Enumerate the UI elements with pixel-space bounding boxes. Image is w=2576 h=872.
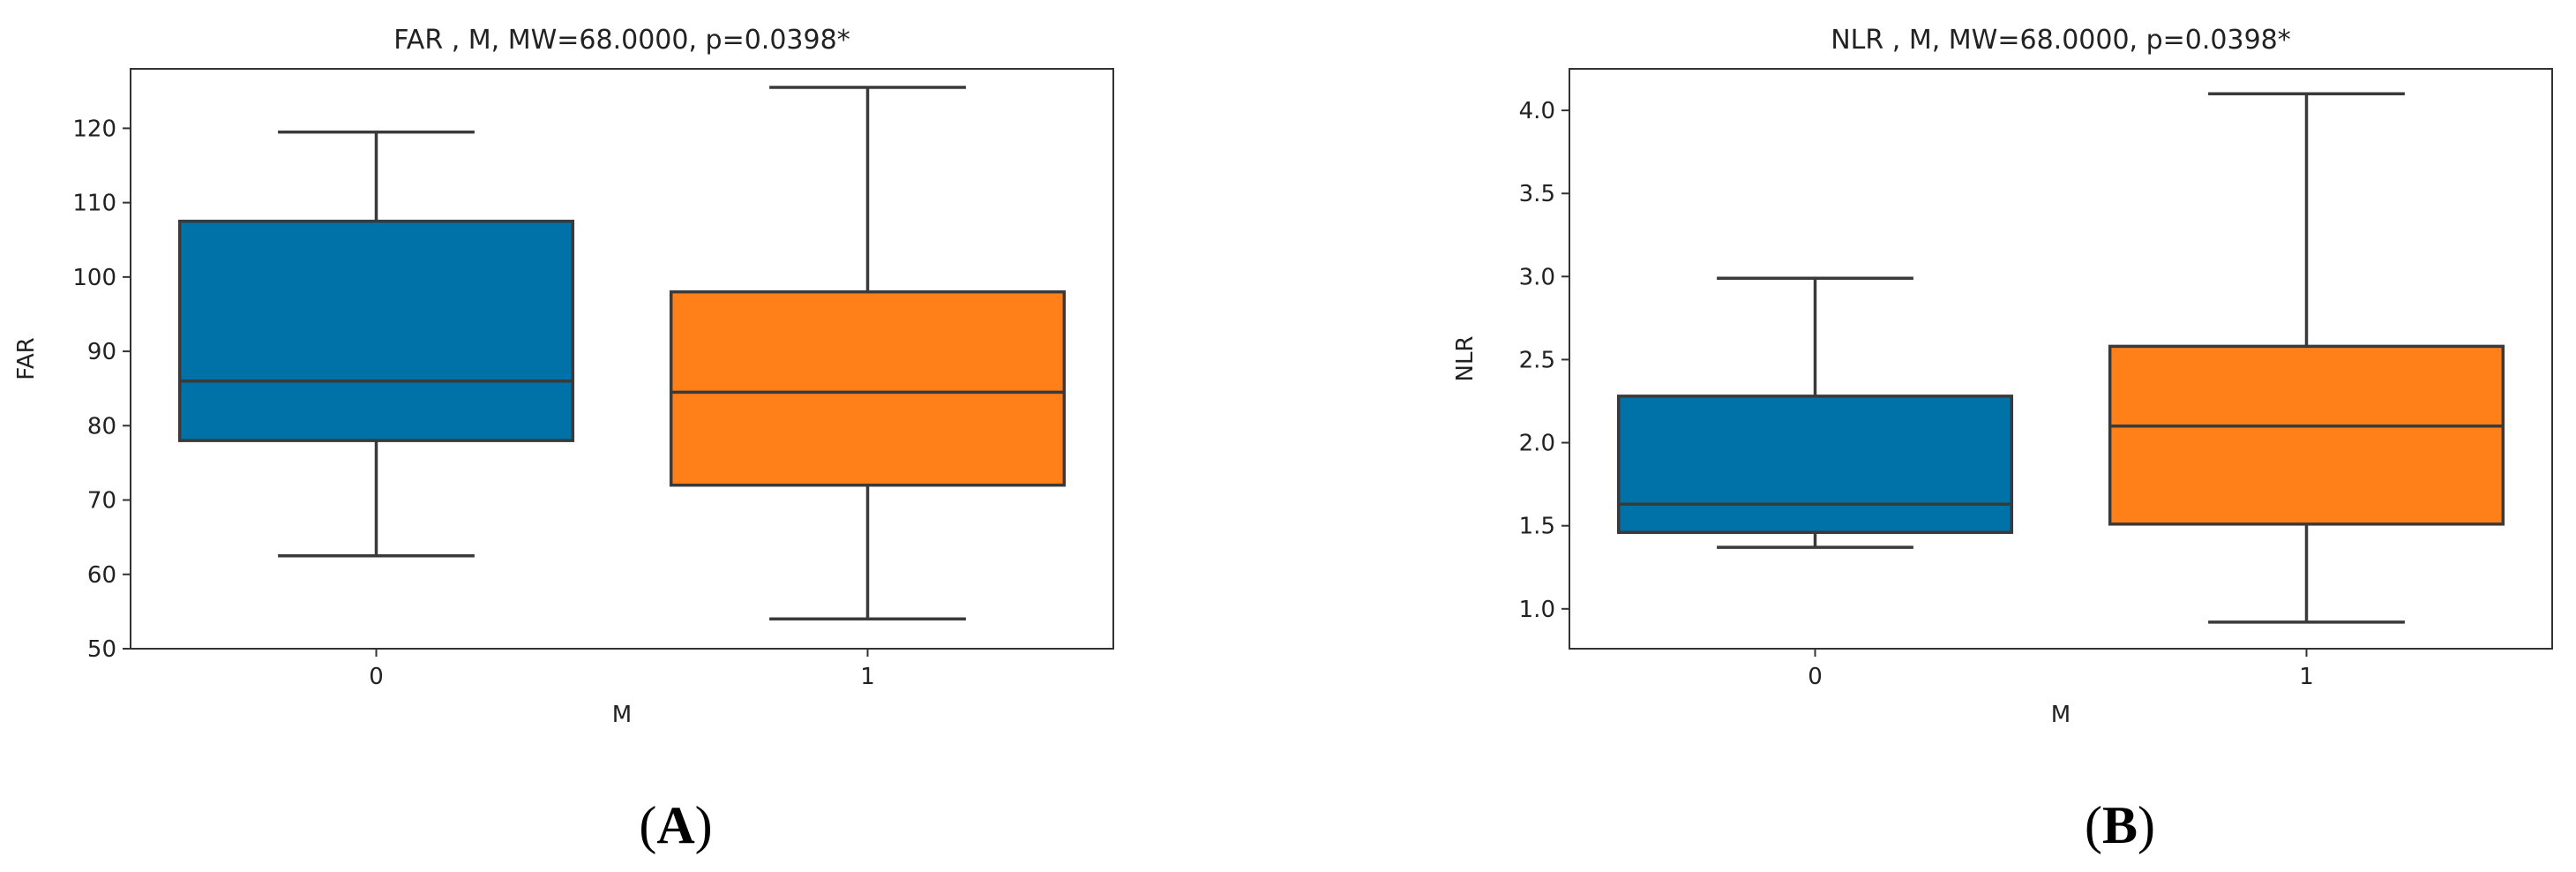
box-iqr xyxy=(669,289,1067,487)
panel-label-open: ( xyxy=(2085,796,2102,854)
x-tick-label: 1 xyxy=(2299,664,2314,690)
y-tick-label: 110 xyxy=(72,191,116,217)
panel-label-close: ) xyxy=(2138,796,2155,854)
y-tick-label: 60 xyxy=(87,562,116,589)
box-iqr xyxy=(1616,395,2014,534)
y-tick-label: 1.5 xyxy=(1519,514,1555,540)
y-tick-label: 1.0 xyxy=(1519,597,1555,623)
y-tick-label: 4.0 xyxy=(1519,98,1555,124)
chart-panel-far: FAR , M, MW=68.0000, p=0.0398* 50 60 70 80 9… xyxy=(13,25,1114,728)
y-tick-label: 80 xyxy=(87,413,116,440)
x-tick-label: 0 xyxy=(369,664,384,690)
chart-title: FAR , M, MW=68.0000, p=0.0398* xyxy=(393,25,850,56)
panel-label-letter: B xyxy=(2102,796,2138,854)
plot-area: 1.0 1.5 2.0 2.5 3.0 3.5 4.0 0 1 xyxy=(1519,68,2553,690)
chart-panel-nlr: NLR , M, MW=68.0000, p=0.0398* 1.0 1.5 2.0… xyxy=(1452,25,2553,728)
y-tick-label: 120 xyxy=(72,116,116,142)
x-tick-label: 0 xyxy=(1808,664,1823,690)
y-axis-label: FAR xyxy=(13,337,40,380)
y-tick-label: 90 xyxy=(87,339,116,365)
y-tick-label: 50 xyxy=(87,636,116,663)
box-iqr xyxy=(177,219,575,442)
y-tick-label: 2.5 xyxy=(1519,347,1555,373)
y-tick-label: 3.5 xyxy=(1519,181,1555,207)
panel-label-open: ( xyxy=(639,796,656,854)
x-axis-label: M xyxy=(2051,702,2071,728)
x-axis-label: M xyxy=(612,702,632,728)
panel-label-b: (B) xyxy=(2085,796,2155,854)
panel-label-letter: A xyxy=(656,796,694,854)
y-tick-label: 100 xyxy=(72,265,116,291)
panel-label-close: ) xyxy=(695,796,713,854)
y-axis-label: NLR xyxy=(1452,336,1479,382)
y-tick-label: 70 xyxy=(87,488,116,515)
panel-label-a: (A) xyxy=(639,796,712,854)
axes-frame xyxy=(130,68,1114,650)
plot-area: 50 60 70 80 90 100 110 120 0 1 xyxy=(72,68,1114,690)
box-group-1 xyxy=(669,86,1067,621)
chart-title: NLR , M, MW=68.0000, p=0.0398* xyxy=(1831,25,2291,56)
box-group-0 xyxy=(177,130,575,558)
y-tick-label: 2.0 xyxy=(1519,431,1555,457)
box-iqr xyxy=(2108,344,2505,526)
x-tick-label: 1 xyxy=(860,664,875,690)
y-tick-label: 3.0 xyxy=(1519,264,1555,290)
box-group-0 xyxy=(1616,276,2014,549)
box-group-1 xyxy=(2108,92,2505,624)
